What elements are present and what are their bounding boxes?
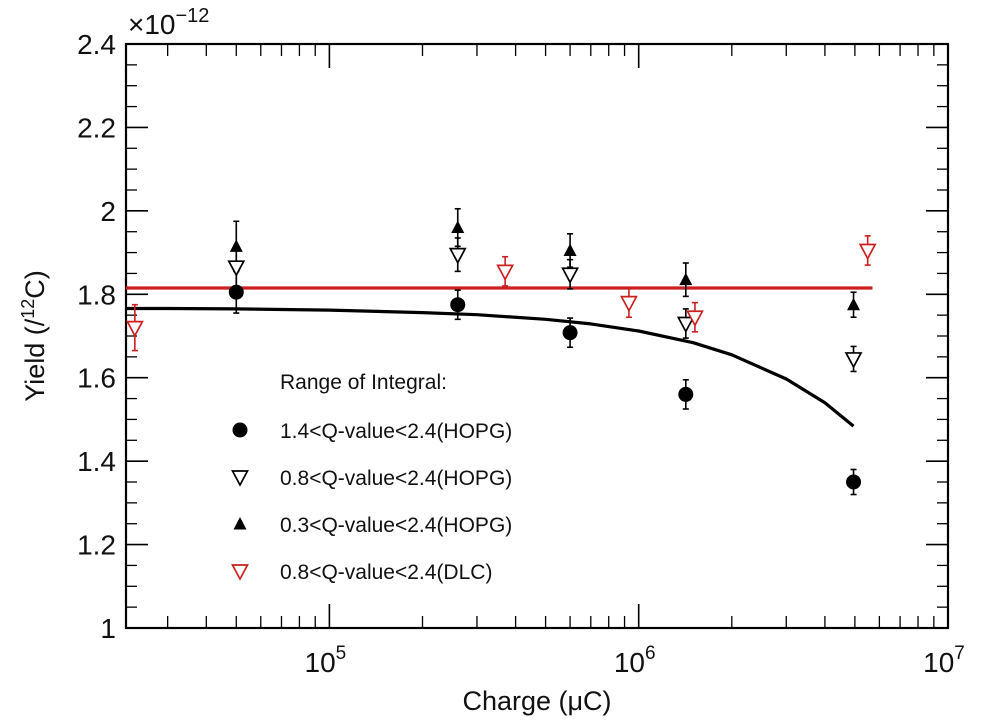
data-point: [686, 310, 704, 328]
legend-marker: [231, 564, 249, 581]
legend-marker: [231, 470, 249, 487]
data-point: [563, 243, 577, 256]
data-point: [451, 220, 465, 234]
data-point: [561, 267, 579, 285]
x-axis-title: Charge (μC): [462, 686, 611, 716]
data-point: [847, 297, 861, 311]
x-tick-label: 106: [614, 643, 656, 678]
axis-ticks: 1 1.2 1.4 1.6 1.8 2 2.2 2.4 105 106 107: [77, 29, 965, 678]
data-point: [227, 260, 246, 277]
legend-entry: 0.8<Q-value<2.4(DLC): [280, 561, 492, 584]
data-point: [679, 272, 693, 286]
data-point: [620, 295, 638, 313]
data-point: [229, 239, 243, 252]
data-point: [562, 325, 578, 341]
y-tick-label: 2.4: [77, 29, 116, 60]
fit-line: [126, 306, 855, 428]
y-tick-label: 1.4: [77, 446, 116, 477]
legend-marker: [233, 517, 247, 530]
y-axis-title: Yield (/12C): [18, 270, 50, 402]
legend-marker: [232, 422, 248, 438]
y-tick-label: 2: [100, 196, 116, 227]
y-tick-label: 1.8: [77, 279, 116, 310]
data-markers: [125, 220, 877, 490]
data-point: [858, 243, 877, 261]
x-tick-label: 107: [923, 643, 965, 678]
data-point: [228, 284, 244, 300]
data-point: [125, 320, 144, 338]
data-point: [678, 386, 694, 402]
fit-lines: [126, 286, 873, 428]
x-tick-label: 105: [305, 643, 347, 678]
data-point: [676, 316, 695, 334]
data-point: [450, 297, 466, 313]
legend-title: Range of Integral:: [280, 371, 447, 394]
data-point: [496, 264, 515, 282]
data-point: [844, 352, 863, 369]
y-tick-label: 1.6: [77, 363, 116, 394]
data-point: [846, 474, 862, 490]
legend-entry: 1.4<Q-value<2.4(HOPG): [280, 420, 512, 443]
legend-entry: 0.8<Q-value<2.4(HOPG): [280, 467, 512, 490]
y-multiplier: ×10−12: [128, 5, 209, 40]
legend: Range of Integral: 1.4<Q-value<2.4(HOPG) 0…: [231, 371, 512, 584]
y-tick-label: 2.2: [77, 112, 116, 143]
y-tick-label: 1.2: [77, 530, 116, 561]
legend-entry: 0.3<Q-value<2.4(HOPG): [280, 514, 512, 537]
data-point: [448, 247, 467, 265]
y-tick-label: 1: [100, 613, 116, 644]
